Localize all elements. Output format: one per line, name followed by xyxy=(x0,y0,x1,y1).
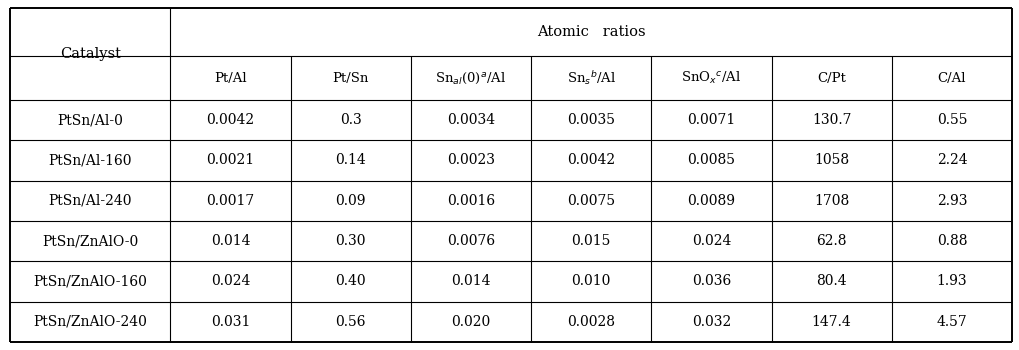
Text: 2.24: 2.24 xyxy=(935,153,966,167)
Text: 0.0089: 0.0089 xyxy=(687,194,735,208)
Text: 0.30: 0.30 xyxy=(335,234,366,248)
Text: 1.93: 1.93 xyxy=(935,274,966,288)
Text: 0.036: 0.036 xyxy=(691,274,731,288)
Text: PtSn/Al-160: PtSn/Al-160 xyxy=(48,153,131,167)
Text: PtSn/ZnAlO-160: PtSn/ZnAlO-160 xyxy=(34,274,147,288)
Text: 0.0042: 0.0042 xyxy=(206,113,255,127)
Text: PtSn/ZnAlO-240: PtSn/ZnAlO-240 xyxy=(34,315,147,329)
Text: 0.010: 0.010 xyxy=(571,274,610,288)
Text: 4.57: 4.57 xyxy=(935,315,966,329)
Text: 1058: 1058 xyxy=(813,153,849,167)
Text: PtSn/Al-240: PtSn/Al-240 xyxy=(48,194,131,208)
Text: C/Al: C/Al xyxy=(936,72,965,85)
Text: 0.0076: 0.0076 xyxy=(446,234,494,248)
Text: 130.7: 130.7 xyxy=(811,113,851,127)
Text: 0.024: 0.024 xyxy=(211,274,250,288)
Text: 62.8: 62.8 xyxy=(815,234,846,248)
Text: 0.0034: 0.0034 xyxy=(446,113,494,127)
Text: 0.0016: 0.0016 xyxy=(446,194,494,208)
Text: PtSn/Al-0: PtSn/Al-0 xyxy=(57,113,123,127)
Text: 0.0085: 0.0085 xyxy=(687,153,735,167)
Text: 0.40: 0.40 xyxy=(335,274,366,288)
Text: 0.024: 0.024 xyxy=(691,234,731,248)
Text: Sn$_{s}$$^{b}$/Al: Sn$_{s}$$^{b}$/Al xyxy=(566,69,615,87)
Text: 0.0071: 0.0071 xyxy=(687,113,735,127)
Text: 0.014: 0.014 xyxy=(450,274,490,288)
Text: 0.0028: 0.0028 xyxy=(567,315,614,329)
Text: Pt/Sn: Pt/Sn xyxy=(332,72,369,85)
Text: Pt/Al: Pt/Al xyxy=(214,72,247,85)
Text: 0.031: 0.031 xyxy=(211,315,250,329)
Text: 0.55: 0.55 xyxy=(935,113,966,127)
Text: 80.4: 80.4 xyxy=(815,274,846,288)
Text: 2.93: 2.93 xyxy=(935,194,966,208)
Text: 0.032: 0.032 xyxy=(691,315,731,329)
Text: Atomic   ratios: Atomic ratios xyxy=(536,25,645,39)
Text: 0.0075: 0.0075 xyxy=(567,194,614,208)
Text: 147.4: 147.4 xyxy=(811,315,851,329)
Text: 0.0023: 0.0023 xyxy=(446,153,494,167)
Text: 0.020: 0.020 xyxy=(450,315,490,329)
Text: 0.015: 0.015 xyxy=(571,234,610,248)
Text: Sn$_{al}$(0)$^{a}$/Al: Sn$_{al}$(0)$^{a}$/Al xyxy=(435,71,506,86)
Text: 0.0042: 0.0042 xyxy=(567,153,614,167)
Text: 0.56: 0.56 xyxy=(335,315,366,329)
Text: 0.14: 0.14 xyxy=(335,153,366,167)
Text: Catalyst: Catalyst xyxy=(59,47,120,61)
Text: 0.0017: 0.0017 xyxy=(206,194,255,208)
Text: SnO$_{x}$$^{c}$/Al: SnO$_{x}$$^{c}$/Al xyxy=(681,70,741,86)
Text: C/Pt: C/Pt xyxy=(816,72,845,85)
Text: 0.88: 0.88 xyxy=(935,234,966,248)
Text: 0.0021: 0.0021 xyxy=(206,153,255,167)
Text: 1708: 1708 xyxy=(813,194,849,208)
Text: 0.09: 0.09 xyxy=(335,194,366,208)
Text: 0.014: 0.014 xyxy=(211,234,250,248)
Text: 0.0035: 0.0035 xyxy=(567,113,614,127)
Text: 0.3: 0.3 xyxy=(339,113,361,127)
Text: PtSn/ZnAlO-0: PtSn/ZnAlO-0 xyxy=(42,234,139,248)
